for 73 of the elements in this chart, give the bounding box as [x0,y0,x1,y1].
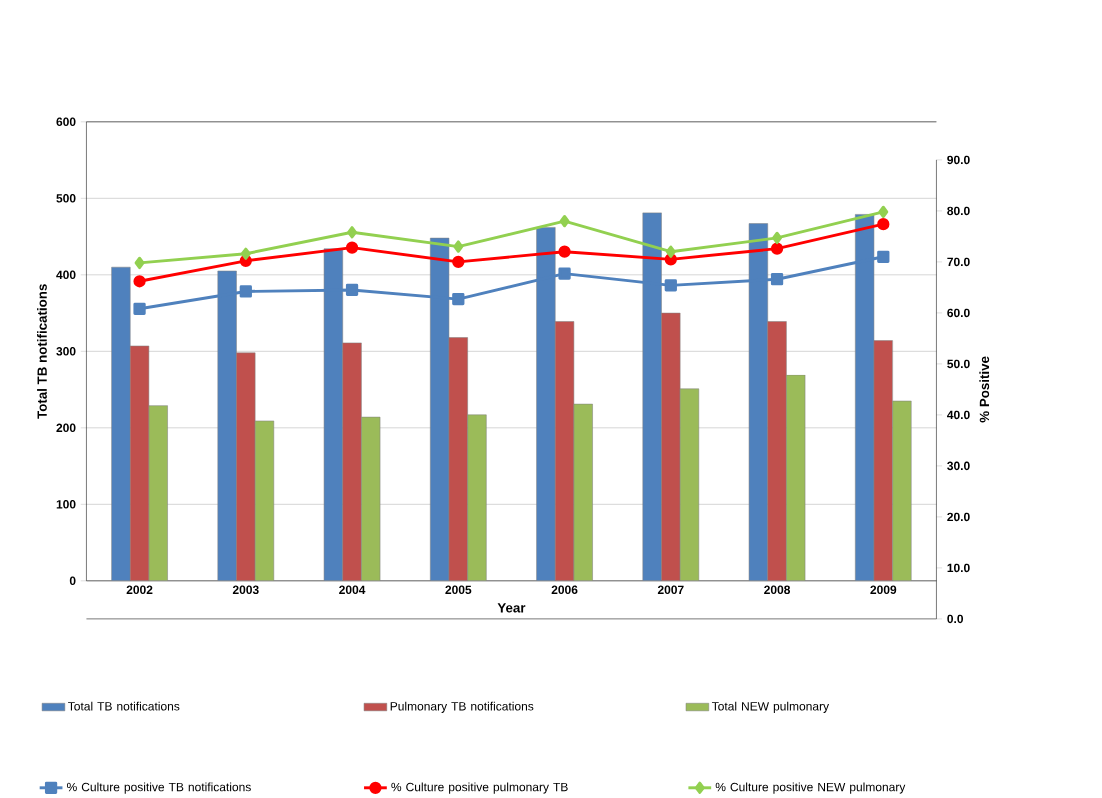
point [133,274,146,288]
y-axis-title: Total TB notifications [37,283,47,419]
y2-axis-title: % Positive [979,356,990,423]
legend-label: Pulmonary TB notifications [390,701,534,713]
bar [111,266,131,581]
y2-tick-label: 60.0 [947,308,970,317]
x-tick-label: 2008 [764,585,791,594]
point [665,245,676,258]
point [558,245,571,258]
point [772,231,783,244]
x-tick-label: 2009 [870,585,897,594]
point [770,242,784,255]
y2-tick-label: 80.0 [947,206,970,215]
legend-label: % Culture positive TB notifications [67,782,251,794]
y-tick-label: 500 [56,193,76,203]
point [347,225,358,239]
point [558,267,571,280]
legend-label: Total NEW pulmonary [711,701,830,713]
y-tick-label: 400 [56,270,76,279]
bar [679,388,700,581]
bar [892,400,912,581]
bar [148,405,168,581]
bar [342,342,362,581]
y2-tick-label: 0.0 [947,614,964,623]
bar [361,416,381,581]
bar [661,312,681,581]
point [770,272,784,286]
point [878,205,889,218]
point [134,256,145,269]
point [453,240,464,253]
y-tick-label: 300 [56,346,76,356]
point [452,255,465,268]
point [345,241,359,254]
bar [786,374,806,581]
point [664,278,677,292]
y2-tick-label: 90.0 [947,155,970,164]
y-tick-label: 0 [69,576,76,585]
y2-tick-label: 30.0 [947,461,970,470]
bar [254,420,275,581]
x-tick-label: 2004 [339,585,366,594]
y2-tick-label: 20.0 [947,512,970,521]
x-tick-label: 2005 [445,585,472,594]
y2-tick-label: 70.0 [947,257,970,266]
legend-label: % Culture positive NEW pulmonary [715,782,906,794]
point [877,250,890,263]
legend-label: % Culture positive pulmonary TB [391,782,568,794]
y2-tick-label: 50.0 [947,359,970,368]
point [877,217,890,231]
point [345,283,359,296]
bar [236,352,256,581]
y-tick-label: 100 [56,499,76,509]
bar [467,414,487,581]
y-tick-label: 200 [56,423,76,432]
y2-tick-label: 40.0 [947,410,970,419]
point [559,214,570,227]
bar [873,340,893,581]
x-tick-label: 2007 [657,585,684,594]
bar [448,337,468,581]
y-tick-label: 600 [56,117,76,126]
point [452,292,465,306]
legend-label: Total TB notifications [68,701,180,711]
bar [767,320,787,581]
point [240,247,251,260]
bar [573,403,593,581]
point [133,302,146,315]
point [239,285,252,298]
x-tick-label: 2006 [551,585,578,594]
bar [129,345,150,581]
x-tick-label: 2002 [126,585,153,594]
bar [554,320,575,581]
x-axis-title: Year [497,602,526,613]
x-tick-label: 2003 [232,585,259,594]
y2-tick-label: 10.0 [947,563,970,572]
